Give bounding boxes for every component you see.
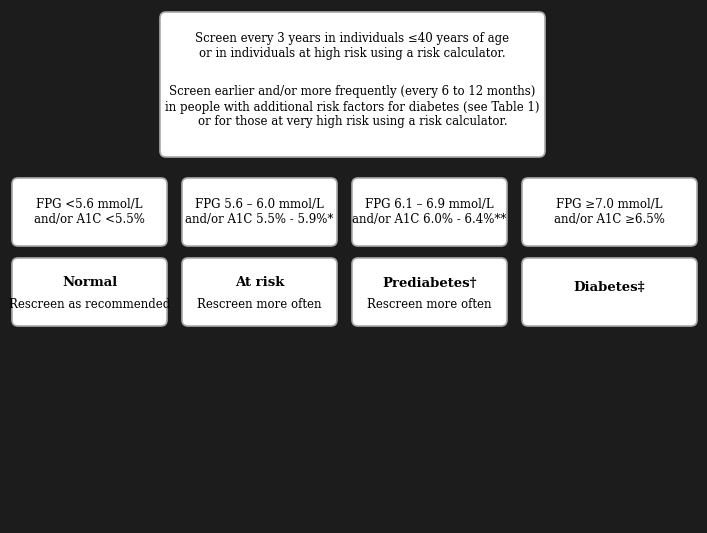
Text: Normal: Normal (62, 277, 117, 289)
Text: Diabetes‡: Diabetes‡ (573, 280, 645, 294)
FancyBboxPatch shape (352, 258, 507, 326)
Text: Rescreen more often: Rescreen more often (197, 297, 322, 311)
FancyBboxPatch shape (522, 258, 697, 326)
Text: At risk: At risk (235, 277, 284, 289)
FancyBboxPatch shape (522, 178, 697, 246)
FancyBboxPatch shape (182, 178, 337, 246)
Text: FPG 5.6 – 6.0 mmol/L
and/or A1C 5.5% - 5.9%*: FPG 5.6 – 6.0 mmol/L and/or A1C 5.5% - 5… (185, 198, 334, 226)
FancyBboxPatch shape (352, 178, 507, 246)
Text: Rescreen more often: Rescreen more often (367, 297, 492, 311)
Text: Prediabetes†: Prediabetes† (382, 277, 477, 289)
Text: FPG ≥7.0 mmol/L
and/or A1C ≥6.5%: FPG ≥7.0 mmol/L and/or A1C ≥6.5% (554, 198, 665, 226)
FancyBboxPatch shape (160, 12, 545, 157)
Text: Screen every 3 years in individuals ≤40 years of age
or in individuals at high r: Screen every 3 years in individuals ≤40 … (195, 32, 510, 60)
FancyBboxPatch shape (12, 258, 167, 326)
Text: FPG 6.1 – 6.9 mmol/L
and/or A1C 6.0% - 6.4%**: FPG 6.1 – 6.9 mmol/L and/or A1C 6.0% - 6… (352, 198, 507, 226)
FancyBboxPatch shape (182, 258, 337, 326)
Text: Screen earlier and/or more frequently (every 6 to 12 months)
in people with addi: Screen earlier and/or more frequently (e… (165, 85, 539, 128)
Text: FPG <5.6 mmol/L
and/or A1C <5.5%: FPG <5.6 mmol/L and/or A1C <5.5% (34, 198, 145, 226)
Text: Rescreen as recommended: Rescreen as recommended (9, 297, 170, 311)
FancyBboxPatch shape (12, 178, 167, 246)
